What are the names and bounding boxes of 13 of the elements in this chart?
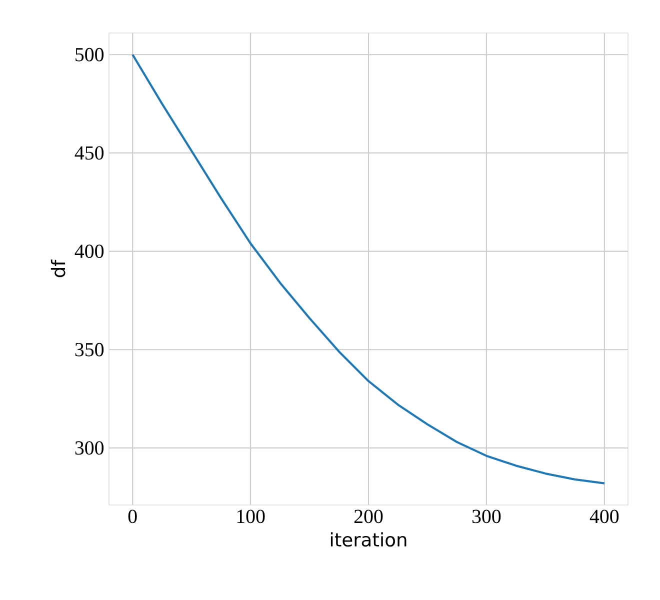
- x-tick-label: 400: [590, 510, 619, 524]
- x-tick-label: 0: [128, 510, 137, 524]
- x-axis-title: iteration: [330, 532, 406, 547]
- x-tick-label: 300: [472, 510, 501, 524]
- y-tick-label: 350: [75, 342, 104, 356]
- y-tick-label: 300: [75, 441, 104, 455]
- y-tick-label: 400: [74, 244, 104, 258]
- x-tick-label: 100: [237, 510, 265, 524]
- x-tick-label: 200: [354, 510, 383, 524]
- y-tick-label: 450: [74, 146, 104, 160]
- line-series: [132, 54, 606, 484]
- y-tick-label: 500: [76, 48, 104, 62]
- y-axis-title: df: [50, 259, 66, 278]
